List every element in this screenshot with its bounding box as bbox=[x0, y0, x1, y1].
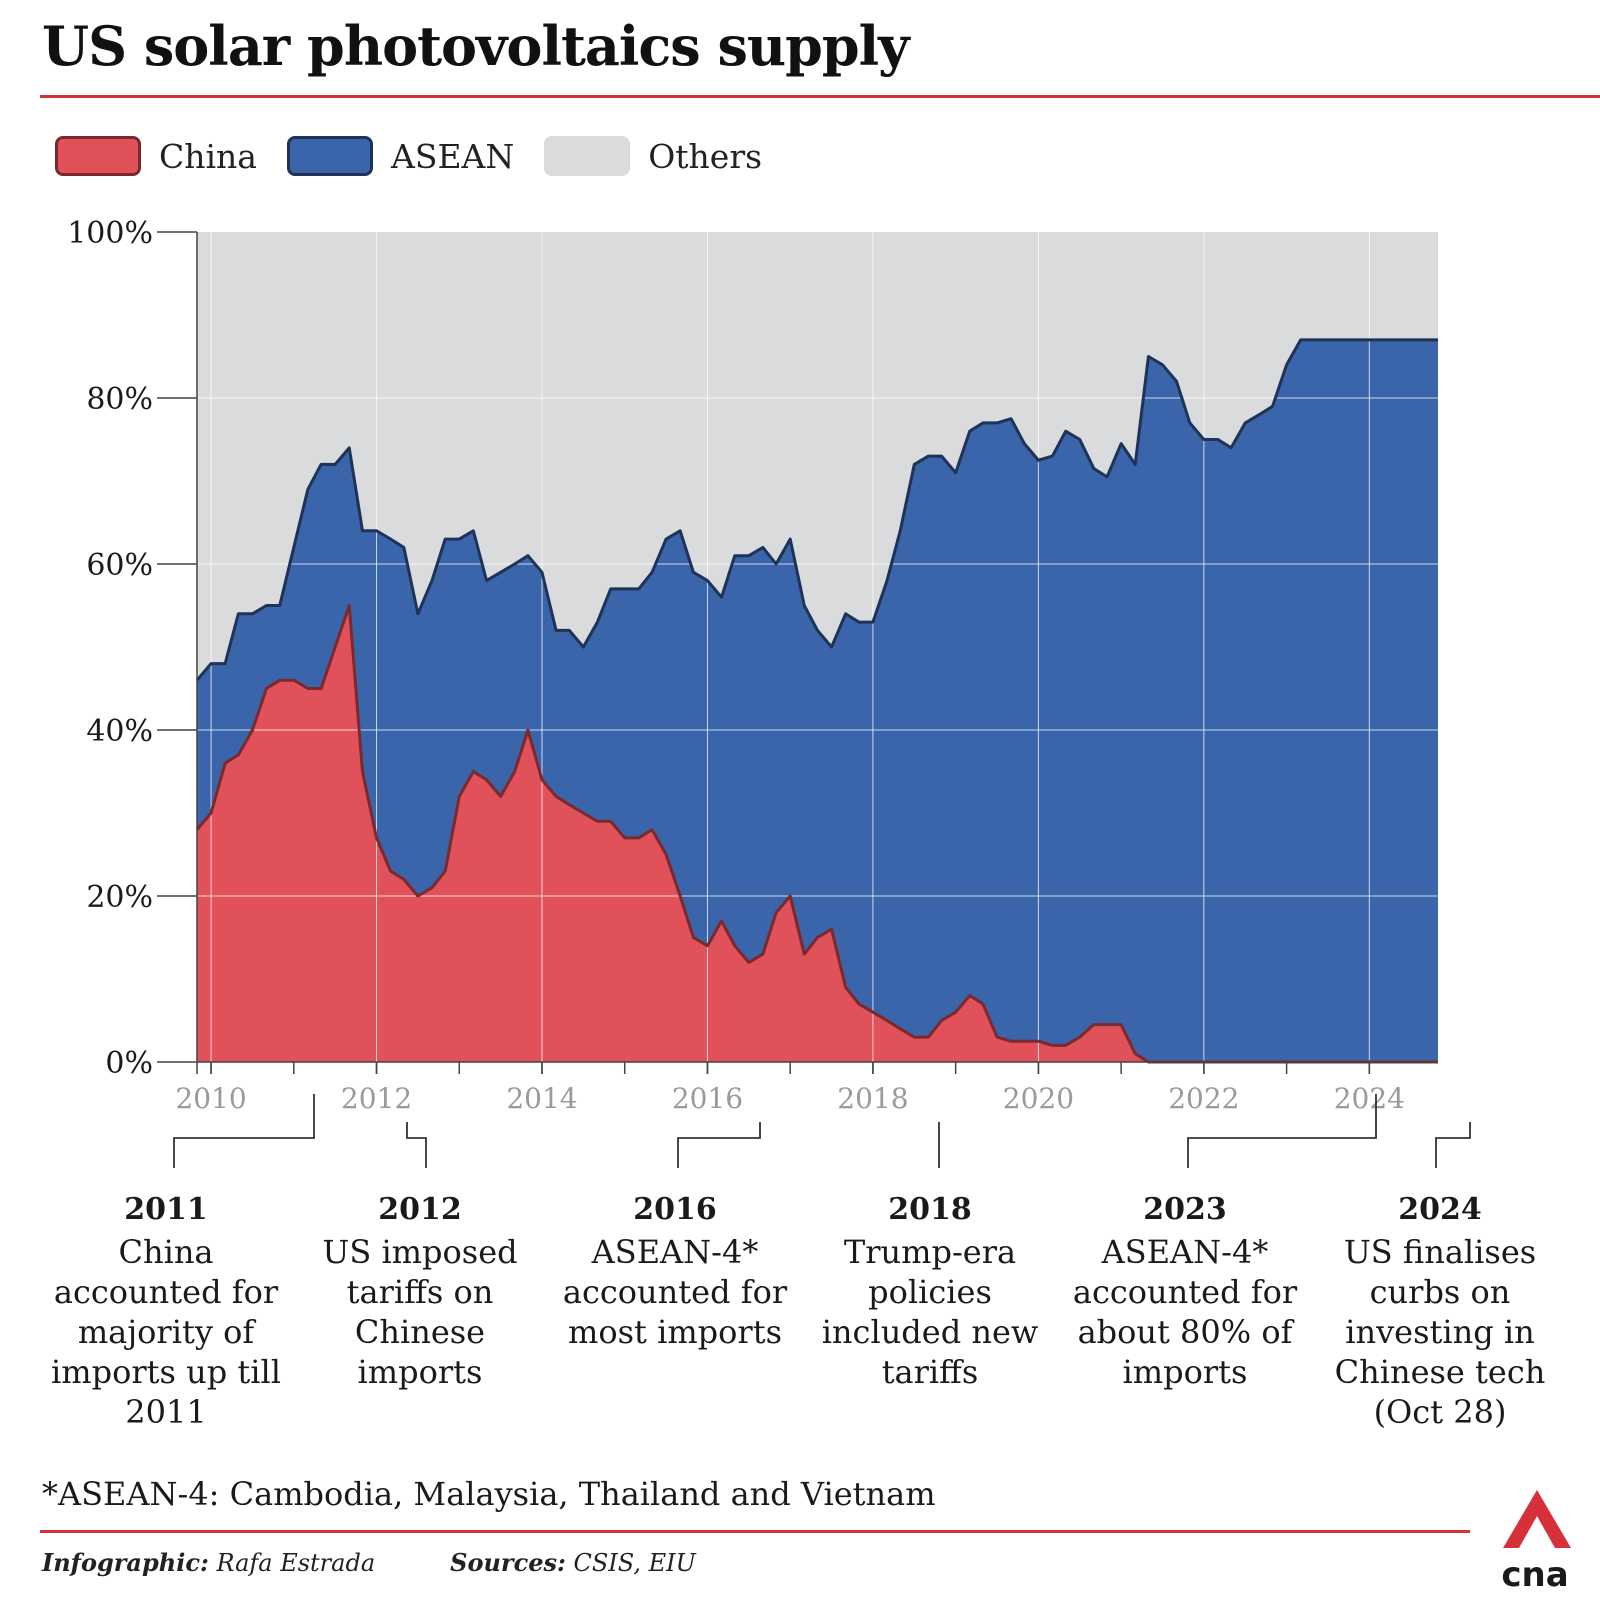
annotation-year: 2016 bbox=[633, 1192, 717, 1227]
credits: Infographic: Rafa Estrada Sources: CSIS,… bbox=[42, 1548, 771, 1577]
legend: China ASEAN Others bbox=[55, 136, 792, 176]
title-divider bbox=[40, 95, 1600, 98]
infographic-label: Infographic: bbox=[42, 1548, 209, 1577]
area-chart: 0% 20% 40% 60% 80% 100% 2010 2012 2014 2016 2018 20… bbox=[67, 216, 1471, 1168]
x-tick-label: 2024 bbox=[1334, 1082, 1405, 1115]
sources-credit: Sources: CSIS, EIU bbox=[450, 1548, 696, 1577]
infographic-value: Rafa Estrada bbox=[216, 1549, 376, 1577]
annotation-2011: 2011 China accounted for majority of imp… bbox=[46, 1190, 286, 1432]
annotation-year: 2011 bbox=[124, 1192, 208, 1227]
annotation-year: 2018 bbox=[888, 1192, 972, 1227]
logo-text: cna bbox=[1501, 1555, 1568, 1590]
y-tick-label: 0% bbox=[105, 1046, 153, 1081]
infographic-credit: Infographic: Rafa Estrada bbox=[42, 1548, 375, 1577]
legend-swatch-china bbox=[55, 136, 141, 176]
area-china bbox=[197, 605, 1438, 1062]
annotation-connector-2012 bbox=[406, 1122, 427, 1168]
x-tick-label: 2020 bbox=[1003, 1082, 1074, 1115]
y-tick-label: 60% bbox=[86, 548, 153, 583]
legend-swatch-asean bbox=[287, 136, 373, 176]
x-tick-label: 2010 bbox=[175, 1082, 246, 1115]
annotation-2023: 2023 ASEAN-4* accounted for about 80% of… bbox=[1065, 1190, 1305, 1392]
footnote: *ASEAN-4: Cambodia, Malaysia, Thailand a… bbox=[42, 1475, 936, 1513]
x-tick-label: 2012 bbox=[341, 1082, 412, 1115]
legend-item-asean: ASEAN bbox=[287, 136, 514, 176]
sources-label: Sources: bbox=[450, 1548, 566, 1577]
legend-item-china: China bbox=[55, 136, 257, 176]
annotation-2012: 2012 US imposed tariffs on Chinese impor… bbox=[300, 1190, 540, 1392]
annotation-text: ASEAN-4* accounted for most imports bbox=[562, 1233, 788, 1351]
x-tick-label: 2016 bbox=[672, 1082, 743, 1115]
x-tick-label: 2018 bbox=[837, 1082, 908, 1115]
annotation-year: 2024 bbox=[1398, 1192, 1482, 1227]
annotation-2018: 2018 Trump-era policies included new tar… bbox=[810, 1190, 1050, 1392]
annotation-connector-2011 bbox=[173, 1094, 315, 1168]
x-tick-label: 2014 bbox=[506, 1082, 577, 1115]
annotation-year: 2012 bbox=[378, 1192, 462, 1227]
legend-item-others: Others bbox=[544, 136, 762, 176]
annotation-2016: 2016 ASEAN-4* accounted for most imports bbox=[555, 1190, 795, 1352]
annotation-text: China accounted for majority of imports … bbox=[51, 1233, 281, 1431]
annotation-text: ASEAN-4* accounted for about 80% of impo… bbox=[1072, 1233, 1298, 1391]
y-tick-label: 100% bbox=[67, 216, 153, 251]
annotation-connector-2024 bbox=[1435, 1122, 1471, 1168]
annotation-text: US finalises curbs on investing in Chine… bbox=[1334, 1233, 1546, 1431]
legend-label-asean: ASEAN bbox=[391, 136, 515, 176]
footer-divider bbox=[40, 1530, 1470, 1533]
y-tick-label: 80% bbox=[86, 382, 153, 417]
legend-label-china: China bbox=[159, 136, 257, 176]
annotation-text: Trump-era policies included new tariffs bbox=[821, 1233, 1039, 1391]
y-tick-label: 40% bbox=[86, 714, 153, 749]
area-asean bbox=[197, 339, 1438, 1062]
cna-logo-icon: cna bbox=[1501, 1490, 1571, 1590]
annotation-text: US imposed tariffs on Chinese imports bbox=[322, 1233, 518, 1391]
annotation-connector-2023 bbox=[1187, 1094, 1377, 1168]
annotation-year: 2023 bbox=[1143, 1192, 1227, 1227]
annotation-2024: 2024 US finalises curbs on investing in … bbox=[1320, 1190, 1560, 1432]
annotation-connector-2016 bbox=[677, 1122, 761, 1168]
x-tick-label: 2022 bbox=[1168, 1082, 1239, 1115]
chart-title: US solar photovoltaics supply bbox=[42, 14, 910, 78]
legend-label-others: Others bbox=[648, 136, 763, 176]
legend-swatch-others bbox=[544, 136, 631, 176]
line-asean bbox=[195, 338, 1438, 682]
sources-value: CSIS, EIU bbox=[573, 1549, 696, 1577]
y-tick-label: 20% bbox=[86, 880, 153, 915]
